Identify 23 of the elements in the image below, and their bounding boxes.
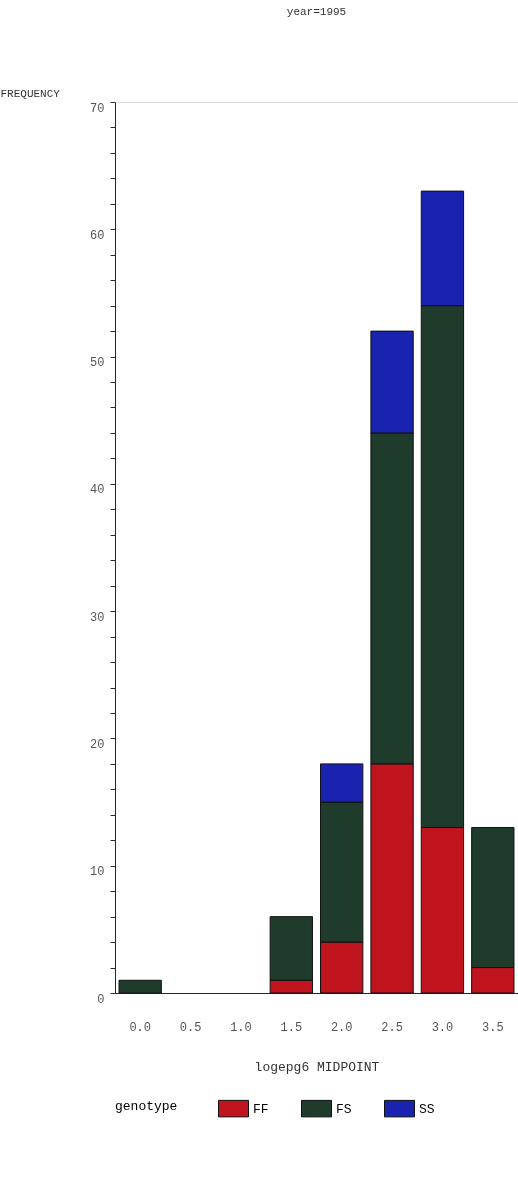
legend-title: genotype bbox=[115, 1099, 178, 1114]
x-tick-label: 0.0 bbox=[129, 1020, 151, 1035]
x-tick-label: 1.5 bbox=[280, 1020, 303, 1035]
x-tick-label: 0.5 bbox=[179, 1020, 202, 1035]
y-tick-label: 20 bbox=[90, 737, 105, 752]
x-tick-label: 2.5 bbox=[381, 1020, 403, 1035]
y-tick-label: 10 bbox=[90, 865, 105, 880]
chart-title: year=1995 bbox=[286, 6, 347, 18]
y-tick-label: 40 bbox=[90, 483, 105, 498]
x-axis-title: logepg6 MIDPOINT bbox=[254, 1059, 380, 1075]
legend-label: SS bbox=[419, 1101, 435, 1117]
y-tick-label: 0 bbox=[97, 992, 105, 1007]
y-axis-title: FREQUENCY bbox=[0, 87, 61, 100]
y-tick-label: 50 bbox=[90, 356, 105, 371]
y-tick-label: 70 bbox=[90, 101, 105, 116]
legend-label: FF bbox=[253, 1101, 269, 1117]
y-tick-label: 30 bbox=[90, 610, 105, 625]
legend-label: FS bbox=[336, 1101, 352, 1117]
x-tick-label: 3.5 bbox=[482, 1020, 504, 1035]
y-tick-label: 60 bbox=[90, 228, 105, 243]
x-tick-label: 2.0 bbox=[330, 1020, 353, 1035]
x-tick-label: 3.0 bbox=[431, 1020, 454, 1035]
x-tick-label: 1.0 bbox=[230, 1020, 252, 1035]
